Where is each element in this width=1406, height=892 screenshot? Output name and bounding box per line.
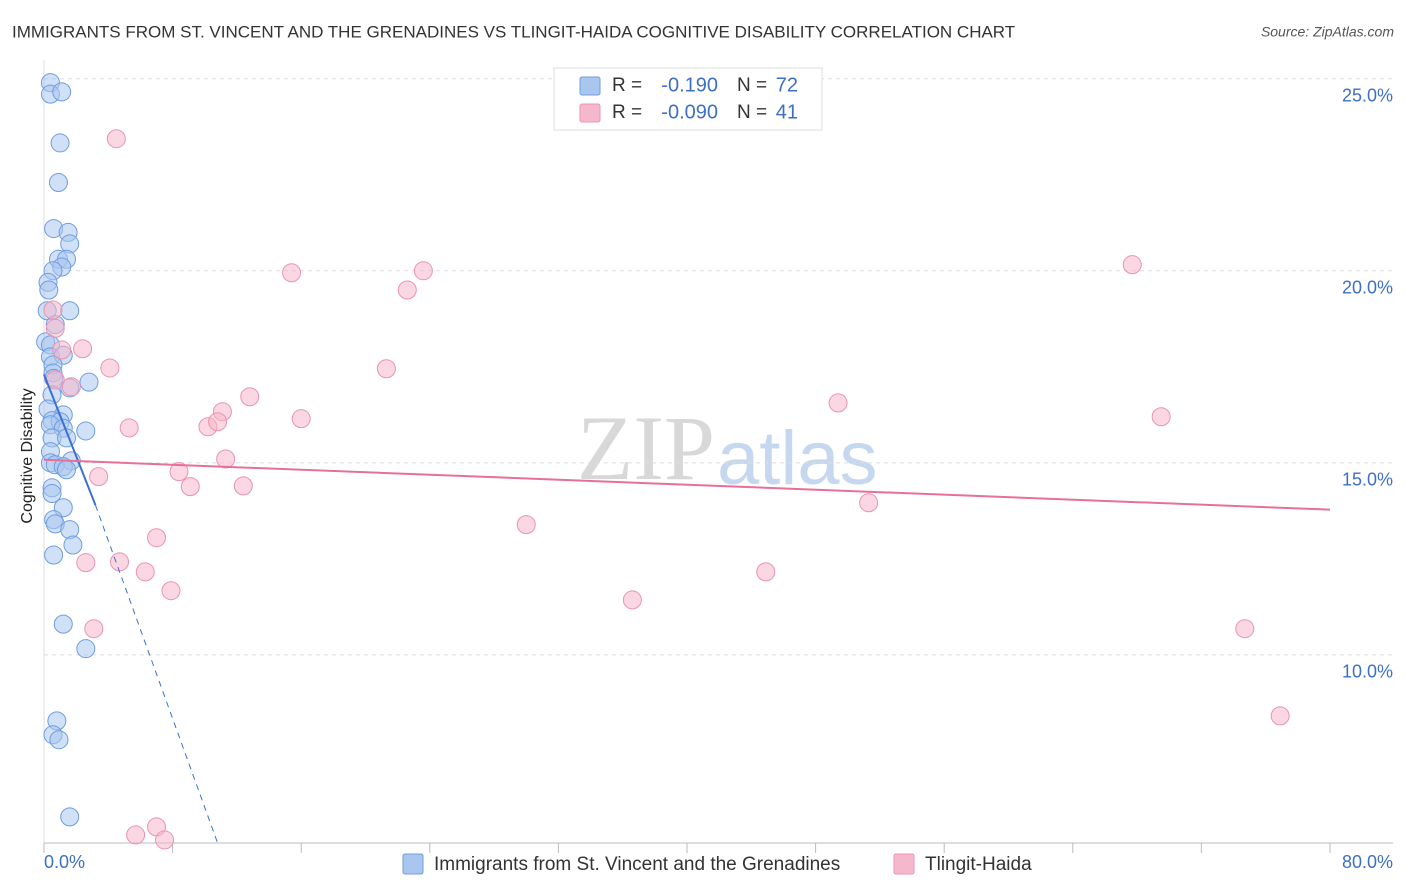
legend-swatch	[402, 853, 424, 875]
point	[376, 359, 396, 379]
point	[169, 462, 189, 482]
point	[57, 460, 77, 480]
point	[155, 830, 175, 850]
chart-title: IMMIGRANTS FROM ST. VINCENT AND THE GREN…	[12, 22, 1015, 41]
trend-line	[43, 374, 97, 506]
point	[89, 467, 109, 487]
point	[39, 280, 59, 300]
legend-label: Immigrants from St. Vincent and the Gren…	[434, 854, 840, 875]
legend-r-label: R =	[612, 75, 642, 96]
legend-r-value: -0.090	[661, 101, 718, 123]
point	[291, 409, 311, 429]
point	[622, 590, 642, 610]
point	[60, 520, 80, 540]
point	[63, 535, 83, 555]
y-tick-label: 10.0%	[1342, 662, 1393, 682]
point	[84, 619, 104, 639]
point	[1122, 255, 1142, 275]
point	[147, 528, 167, 548]
y-tick-label: 15.0%	[1342, 470, 1393, 490]
y-tick-label: 20.0%	[1342, 278, 1393, 298]
point	[52, 82, 72, 102]
point	[60, 807, 80, 827]
point	[282, 263, 302, 283]
legend-swatch	[579, 103, 601, 123]
plot-area: 10.0% 15.0% 20.0% 25.0% 0.0% 80.0%	[36, 73, 1393, 872]
point	[53, 614, 73, 634]
point	[49, 730, 69, 750]
point	[119, 418, 139, 438]
point	[79, 372, 99, 392]
y-tick-label: 25.0%	[1342, 86, 1393, 106]
point	[216, 449, 236, 469]
point	[756, 562, 776, 582]
point	[50, 133, 70, 153]
legend-label: Tlingit-Haida	[925, 854, 1032, 875]
point	[43, 300, 63, 320]
point	[61, 377, 81, 397]
point	[1270, 706, 1290, 726]
point	[1151, 407, 1171, 427]
point	[240, 387, 260, 407]
trend-line	[43, 458, 1331, 511]
point	[161, 581, 181, 601]
legend-swatch	[893, 853, 915, 875]
point	[44, 545, 64, 565]
legend-swatch	[579, 76, 601, 96]
x-tick-label: 0.0%	[44, 852, 85, 872]
legend-r-value: -0.190	[661, 74, 718, 96]
x-tick-label: 80.0%	[1342, 852, 1393, 872]
point	[48, 172, 68, 192]
point	[100, 358, 120, 378]
legend-n-value: 41	[776, 101, 798, 123]
point	[73, 339, 93, 359]
point	[1235, 619, 1255, 639]
point	[76, 421, 96, 441]
y-axis-label: Cognitive Disability	[19, 388, 36, 523]
point	[413, 261, 433, 281]
point	[76, 553, 96, 573]
legend: R = -0.190 N = 72 Immigrants from St. Vincen…	[402, 74, 1032, 875]
point	[60, 301, 80, 321]
point	[60, 234, 80, 254]
point	[135, 562, 155, 582]
point	[516, 515, 536, 535]
point	[106, 129, 126, 149]
point	[180, 477, 200, 497]
point	[110, 552, 130, 572]
point	[52, 340, 72, 360]
point	[45, 318, 65, 338]
point	[233, 476, 253, 496]
point	[208, 412, 228, 432]
point	[859, 493, 879, 513]
point	[828, 393, 848, 413]
legend-n-label: N =	[737, 102, 767, 123]
legend-n-label: N =	[737, 75, 767, 96]
trend-line	[94, 504, 219, 844]
point	[126, 825, 146, 845]
source: Source: ZipAtlas.com	[1261, 24, 1394, 40]
point	[42, 484, 62, 504]
point	[397, 280, 417, 300]
legend-r-label: R =	[612, 102, 642, 123]
legend-n-value: 72	[776, 74, 798, 96]
point	[76, 639, 96, 659]
